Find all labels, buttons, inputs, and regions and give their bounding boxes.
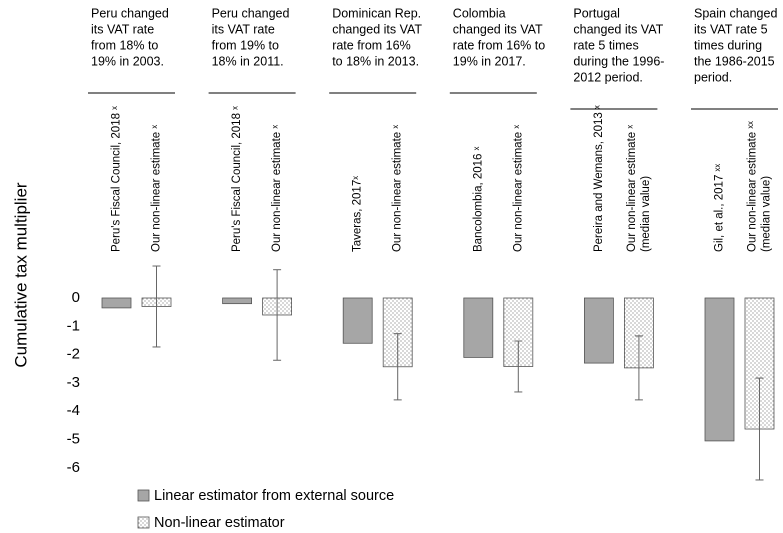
legend-label: Linear estimator from external source — [154, 488, 394, 504]
annotation: its VAT rate — [91, 22, 154, 36]
annotation: changed its VAT — [573, 22, 663, 36]
annotation: 2012 period. — [573, 70, 643, 84]
bar-label: Peru's Fiscal Council, 2018 ˣ — [111, 106, 123, 252]
bar — [101, 297, 132, 309]
annotation: from 18% to — [91, 38, 158, 52]
bar — [342, 297, 373, 344]
annotation: period. — [694, 70, 732, 84]
bar-label: Our non-linear estimate ˣˣ — [747, 121, 759, 252]
annotation: 18% in 2011. — [212, 54, 284, 68]
annotation: rate from 16% to — [453, 38, 545, 52]
annotation: Spain changed — [694, 6, 777, 20]
annotation: to 18% in 2013. — [332, 54, 419, 68]
y-tick-label: -4 — [67, 402, 80, 419]
bar — [704, 297, 735, 442]
annotation: during the 1996- — [573, 54, 664, 68]
bar — [584, 297, 614, 364]
annotation: from 19% to — [212, 38, 279, 52]
bar-label: Peru's Fiscal Council, 2018 ˣ — [231, 106, 243, 252]
y-tick-label: -1 — [67, 317, 80, 334]
annotation: Dominican Rep. — [332, 6, 421, 20]
y-tick-label: -6 — [67, 459, 80, 476]
bar-label: Our non-linear estimate ˣ — [151, 125, 163, 252]
annotation: rate 5 times — [573, 38, 638, 52]
bar-label: (median value) — [640, 176, 652, 252]
annotation: Colombia — [453, 6, 506, 20]
bar-label: Gil, et al., 2017 ˣˣ — [714, 164, 726, 252]
annotation: 19% in 2003. — [91, 54, 164, 68]
annotation: the 1986-2015 — [694, 54, 775, 68]
bar-label: Our non-linear estimate ˣ — [271, 125, 283, 252]
legend-swatch — [137, 489, 150, 502]
y-axis-label: Cumulative tax multiplier — [11, 182, 30, 368]
annotation: its VAT rate 5 — [694, 22, 768, 36]
bar — [463, 297, 494, 358]
annotation: changed its VAT — [332, 22, 422, 36]
bar-label: Pereira and Wemans, 2013 ˣ — [593, 105, 605, 252]
annotation: its VAT rate — [212, 22, 275, 36]
bar — [222, 297, 253, 305]
annotation: Peru changed — [212, 6, 290, 20]
bar-label: (median value) — [761, 176, 773, 252]
annotation: times during — [694, 38, 762, 52]
bar-label: Our non-linear estimate ˣ — [512, 125, 524, 252]
y-tick-label: -2 — [67, 346, 80, 363]
bar-label: Our non-linear estimate ˣ — [626, 125, 638, 252]
legend-label: Non-linear estimator — [154, 515, 285, 531]
bar-label: Taveras, 2017ˣ — [352, 176, 364, 252]
bar-label: Our non-linear estimate ˣ — [392, 125, 404, 252]
y-tick-label: -3 — [67, 374, 80, 391]
bar-label: Bancolombia, 2016 ˣ — [472, 146, 484, 252]
annotation: rate from 16% — [332, 38, 411, 52]
legend-swatch — [137, 516, 150, 529]
y-tick-label: 0 — [72, 289, 80, 306]
annotation: changed its VAT — [453, 22, 543, 36]
y-tick-label: -5 — [67, 430, 80, 447]
annotation: 19% in 2017. — [453, 54, 526, 68]
annotation: Portugal — [573, 6, 620, 20]
annotation: Peru changed — [91, 6, 169, 20]
